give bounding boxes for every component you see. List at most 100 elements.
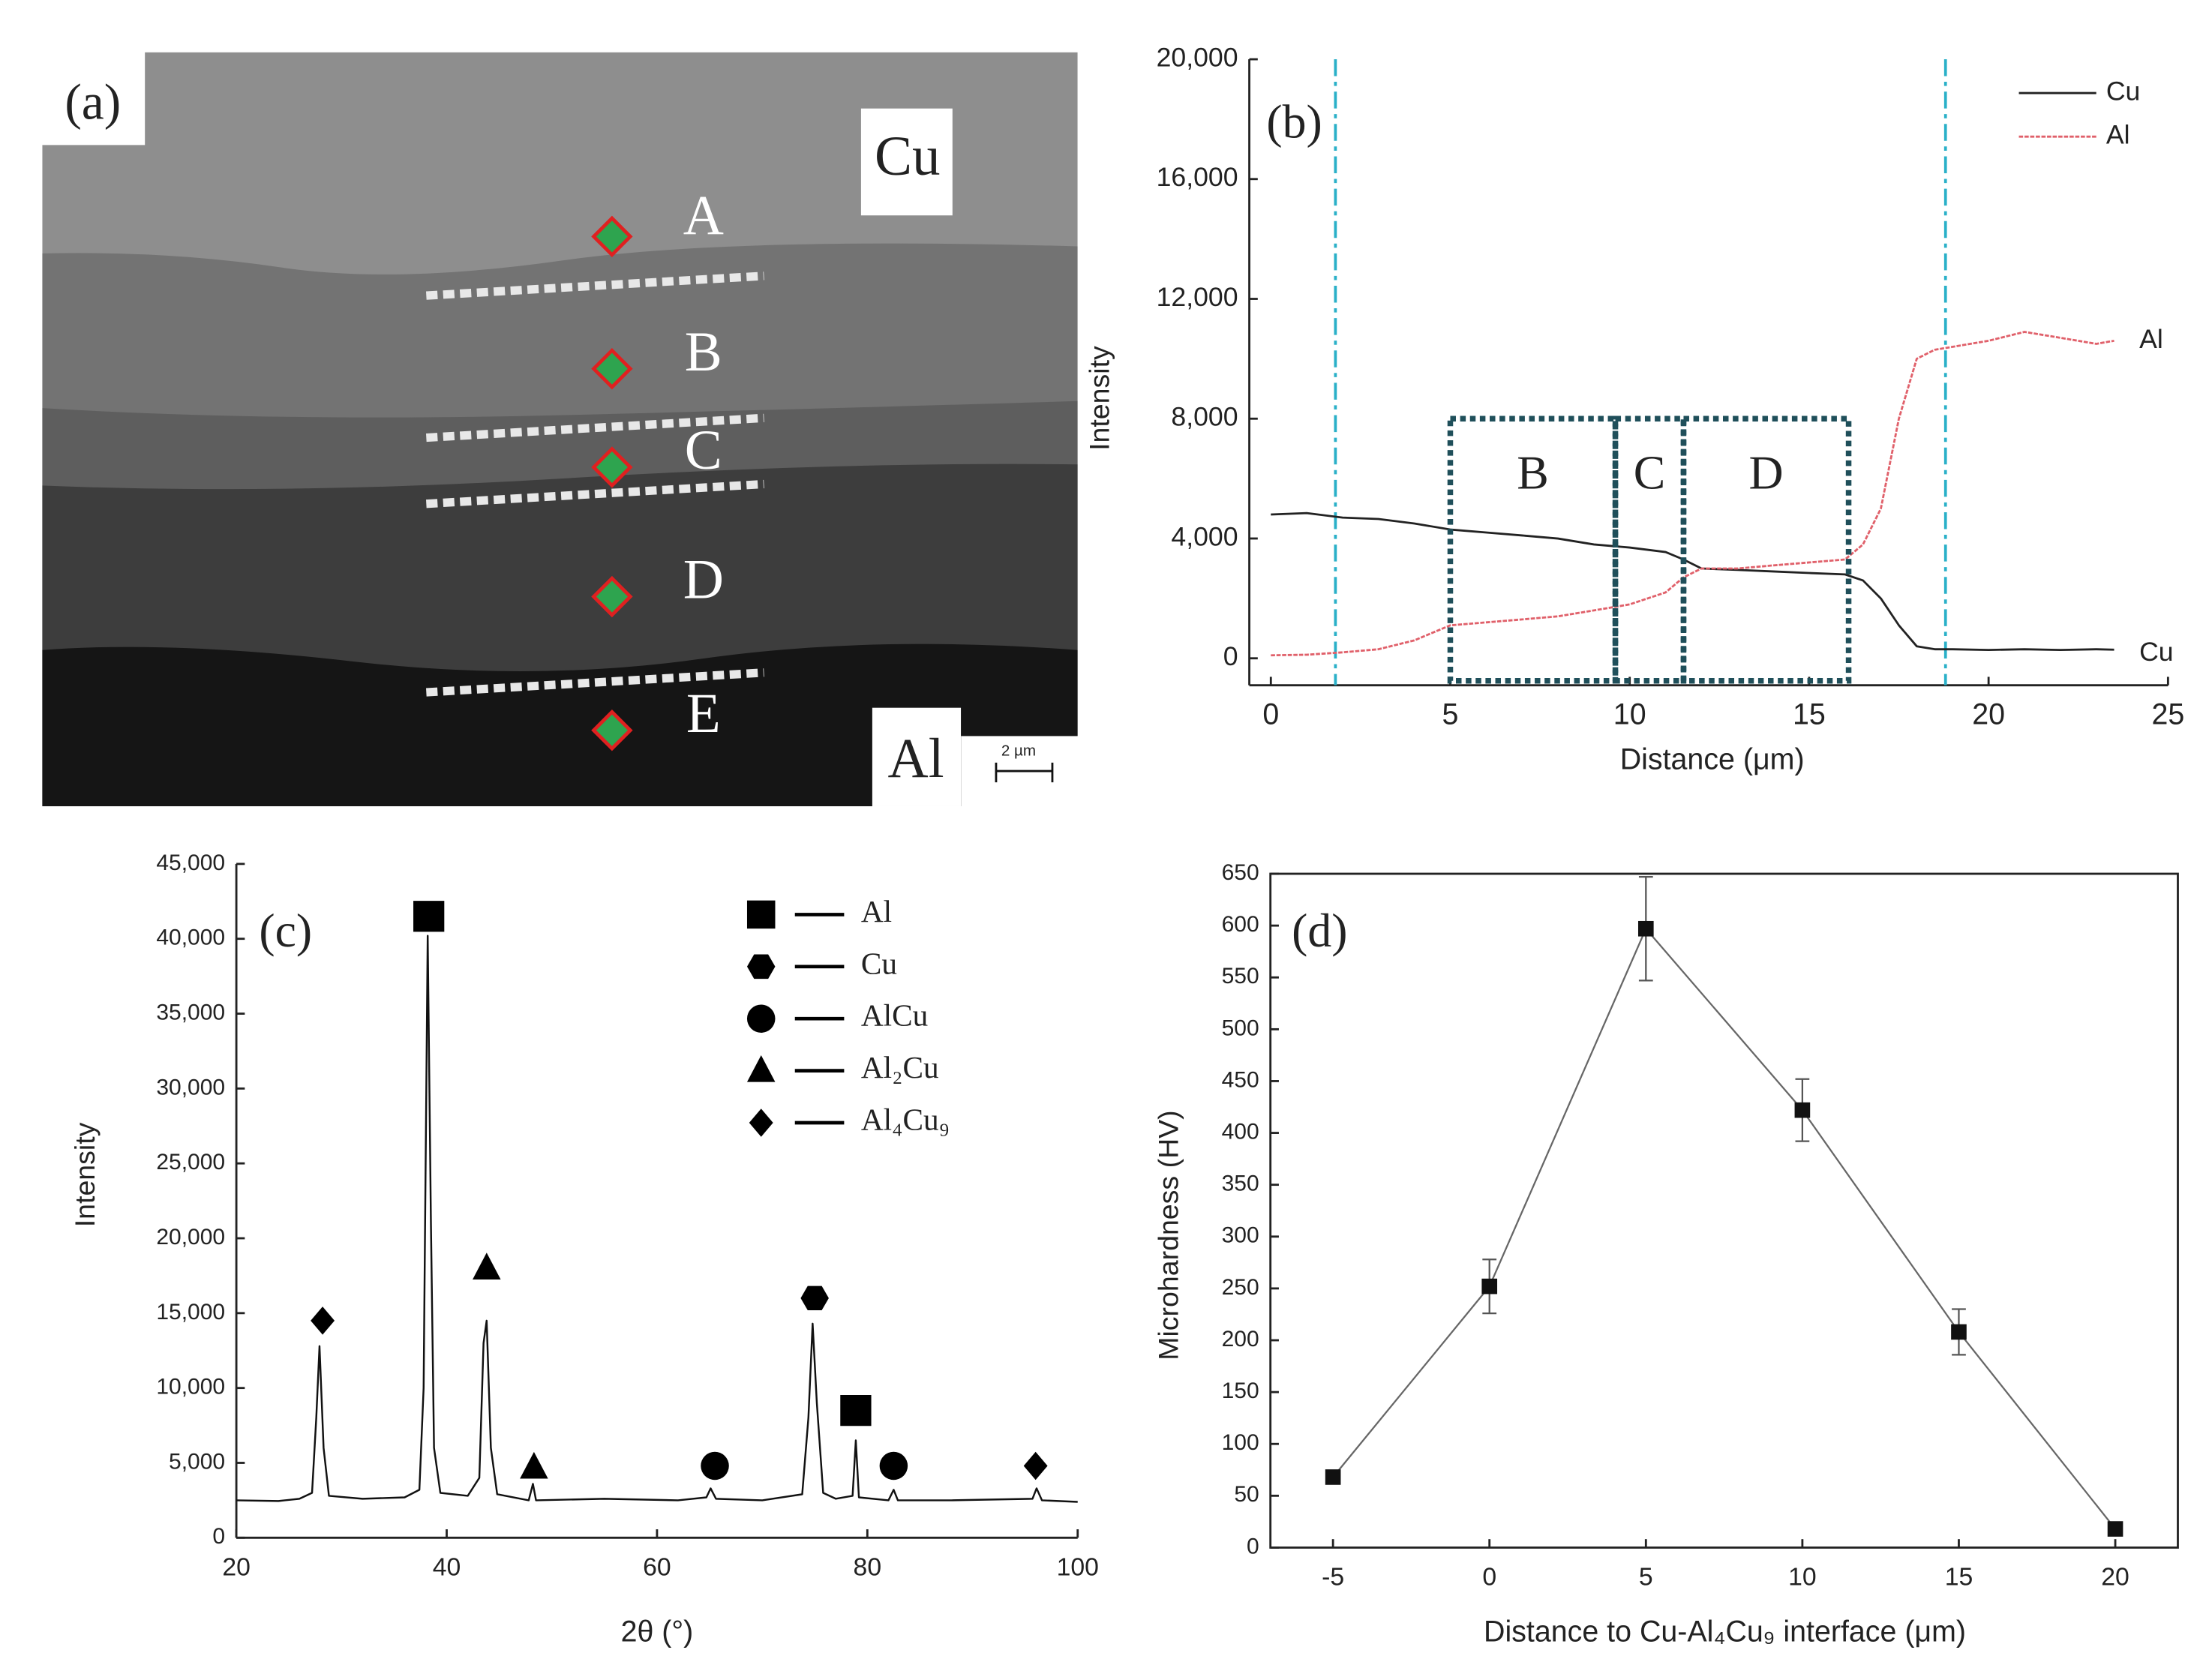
region-label: C: [1634, 446, 1666, 500]
legend-label: Al₄Cu₉: [861, 1102, 950, 1136]
point-marker: [591, 215, 633, 258]
x-axis-label: Distance (μm): [1620, 742, 1805, 776]
legend-label: Al₂Cu: [861, 1050, 939, 1084]
y-axis-label: Microhardness (HV): [1152, 1110, 1184, 1360]
peak-marker: [840, 1394, 872, 1426]
series-line: [1271, 512, 2114, 652]
annotation: Al: [2139, 324, 2163, 354]
x-tick-label: 100: [1057, 1553, 1099, 1582]
peak-marker: [800, 1286, 829, 1311]
boundary: [425, 479, 764, 508]
x-tick-label: 10: [1788, 1563, 1817, 1592]
y-tick-label: 20,000: [1157, 42, 1238, 72]
x-tick-label: 60: [643, 1553, 671, 1582]
legend-label: Al: [2106, 120, 2130, 150]
region-label: D: [1748, 446, 1783, 500]
peak-marker: [311, 1306, 335, 1335]
legend-swatch: [746, 900, 776, 929]
y-tick-label: 500: [1222, 1016, 1259, 1040]
y-tick-label: 650: [1222, 860, 1259, 885]
y-tick-label: 0: [1223, 641, 1238, 671]
peak-marker: [701, 1451, 729, 1480]
x-tick-label: 15: [1945, 1563, 1973, 1592]
y-tick-label: 250: [1222, 1275, 1259, 1300]
point-label: A: [683, 184, 724, 247]
legend-swatch: [746, 1004, 776, 1033]
xrd-line: [236, 934, 1078, 1503]
point-marker: [591, 446, 633, 488]
y-tick-label: 0: [1247, 1534, 1259, 1558]
y-tick-label: 35,000: [156, 1000, 225, 1024]
x-tick-label: 80: [854, 1553, 882, 1582]
y-tick-label: 400: [1222, 1119, 1259, 1144]
y-tick-label: 8,000: [1171, 402, 1238, 432]
data-point: [2107, 1521, 2123, 1537]
x-tick-label: 0: [1482, 1563, 1496, 1592]
data-point: [1481, 1278, 1498, 1294]
label-box: [872, 707, 962, 806]
boundary: [425, 272, 764, 300]
series-line: [1332, 928, 2116, 1530]
x-tick-label: 15: [1793, 698, 1826, 730]
label-box: [860, 108, 953, 216]
panel-label: (d): [1292, 904, 1347, 957]
x-axis-label: Distance to Cu-Al₄Cu₉ interface (μm): [1484, 1615, 1966, 1648]
x-tick-label: 5: [1639, 1563, 1653, 1592]
scale-label: 2 µm: [1001, 742, 1036, 759]
point-marker: [591, 347, 633, 390]
x-tick-label: -5: [1322, 1563, 1344, 1592]
x-tick-label: 25: [2151, 698, 2184, 730]
charts: 0 4,000 8,000 12,000 16,000 20,000 0 5 10 15 20 25 (…: [69, 42, 2184, 1648]
chart: 050100150200250300350400450500550600650-…: [1152, 860, 2179, 1648]
point-label: C: [685, 419, 722, 482]
data-point: [1325, 1469, 1341, 1485]
legend-swatch: [746, 1054, 776, 1082]
legend-swatch: [746, 954, 776, 980]
y-tick-label: 16,000: [1157, 162, 1238, 192]
y-tick-label: 350: [1222, 1172, 1259, 1196]
data-point: [1951, 1324, 1967, 1340]
y-axis-label: Intensity: [69, 1122, 101, 1227]
series-line: [1271, 331, 2114, 657]
peak-marker: [879, 1451, 908, 1480]
al-region: [42, 644, 1078, 806]
point-marker: [591, 710, 633, 752]
y-tick-label: 200: [1222, 1327, 1259, 1352]
peak-marker: [413, 901, 445, 932]
phase-label: Al: [888, 728, 944, 790]
y-tick-label: 100: [1222, 1430, 1259, 1455]
x-axis-label: 2θ (°): [621, 1615, 694, 1648]
y-tick-label: 300: [1222, 1223, 1259, 1248]
peak-marker: [520, 1451, 548, 1479]
y-tick-label: 30,000: [156, 1075, 225, 1100]
peak-marker: [1023, 1451, 1048, 1480]
boundary: [425, 668, 764, 697]
peak-marker: [473, 1252, 501, 1280]
point-label: B: [685, 321, 722, 383]
panel-label: (c): [259, 904, 312, 957]
y-tick-label: 10,000: [156, 1375, 225, 1400]
annotation: Cu: [2139, 637, 2174, 667]
y-tick-label: 20,000: [156, 1225, 225, 1250]
boundary: [425, 413, 764, 442]
point-marker: [591, 575, 633, 618]
chart: 0 5,000 10,000 15,000 20,000 25,000 30,000 35,0…: [69, 850, 1099, 1648]
y-tick-label: 45,000: [156, 850, 225, 875]
legend-label: Cu: [2106, 76, 2141, 106]
y-tick-label: 15,000: [156, 1300, 225, 1324]
region-label: B: [1517, 446, 1549, 500]
legend-swatch: [749, 1108, 773, 1137]
legend-label: AlCu: [861, 998, 928, 1033]
legend-label: Cu: [861, 946, 897, 980]
region: [1680, 416, 1852, 684]
x-tick-label: 0: [1262, 698, 1279, 730]
y-tick-label: 25,000: [156, 1150, 225, 1174]
x-tick-label: 10: [1613, 698, 1646, 730]
y-tick-label: 150: [1222, 1378, 1259, 1403]
x-tick-label: 20: [1972, 698, 2005, 730]
y-tick-label: 550: [1222, 964, 1259, 988]
data-point: [1794, 1102, 1811, 1118]
y-tick-label: 40,000: [156, 926, 225, 950]
